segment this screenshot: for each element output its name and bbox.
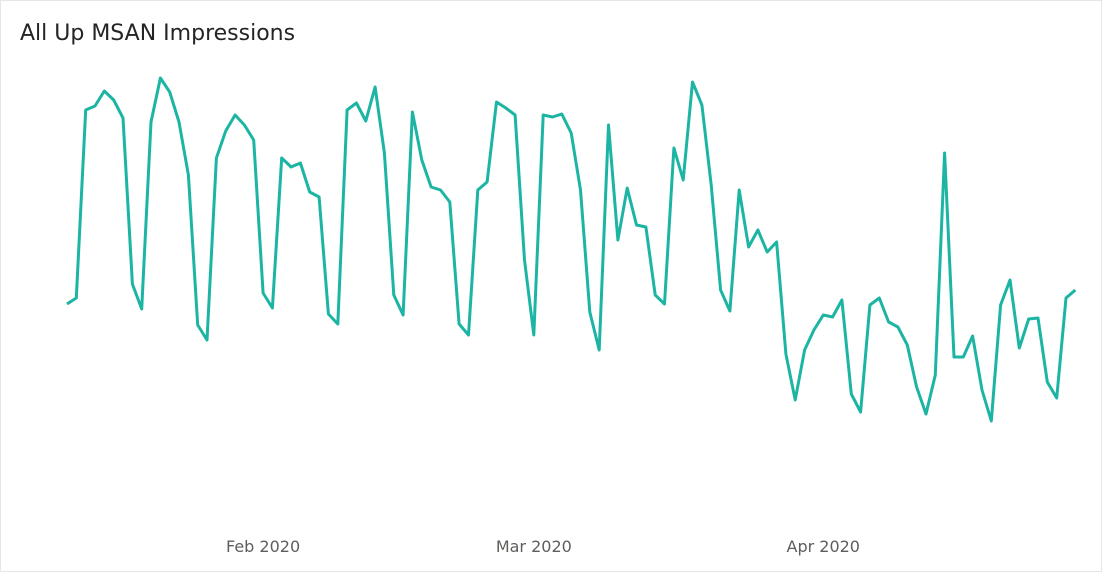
- chart-title: All Up MSAN Impressions: [20, 21, 295, 46]
- x-tick-label: Feb 2020: [226, 537, 300, 556]
- x-tick-label: Mar 2020: [496, 537, 572, 556]
- x-tick-label: Apr 2020: [787, 537, 860, 556]
- line: [66, 76, 1077, 423]
